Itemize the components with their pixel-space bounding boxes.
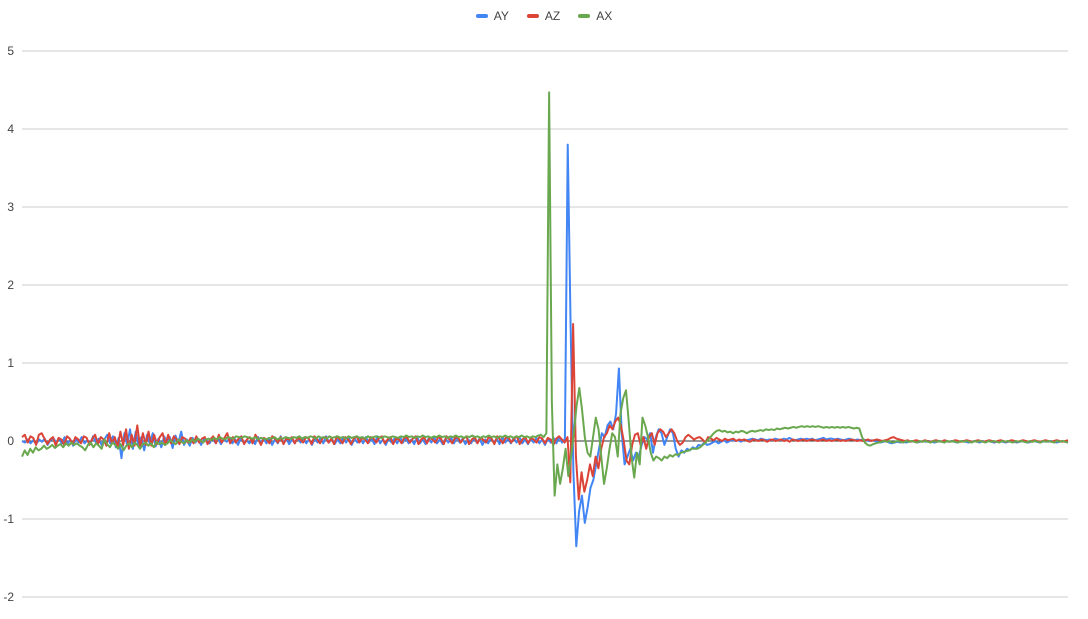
legend-item-az[interactable]: AZ	[526, 9, 561, 23]
legend: AY AZ AX	[0, 6, 1088, 26]
legend-item-ax[interactable]: AX	[578, 9, 612, 23]
legend-item-ay[interactable]: AY	[475, 9, 509, 23]
legend-swatch-ax	[578, 14, 591, 18]
y-tick-label: 1	[7, 356, 14, 370]
y-tick-label: 2	[7, 278, 14, 292]
y-tick-label: -2	[3, 590, 14, 604]
y-axis-ticks: -2 -1 0 1 2 3 4 5	[3, 44, 14, 604]
legend-swatch-ay	[475, 14, 488, 18]
gridlines	[22, 50, 1068, 598]
y-tick-label: 5	[7, 44, 14, 58]
legend-label-ay: AY	[493, 9, 509, 23]
series-line-ay	[21, 143, 1069, 548]
y-tick-label: 3	[7, 200, 14, 214]
legend-label-az: AZ	[544, 9, 561, 23]
legend-swatch-az	[526, 14, 539, 18]
y-tick-label: 4	[7, 122, 14, 136]
series-lines	[21, 91, 1069, 548]
legend-label-ax: AX	[596, 9, 613, 23]
series-line-az	[21, 323, 1069, 501]
series-line-ax	[21, 91, 1069, 497]
y-tick-label: 0	[7, 434, 14, 448]
y-tick-label: -1	[3, 512, 14, 526]
